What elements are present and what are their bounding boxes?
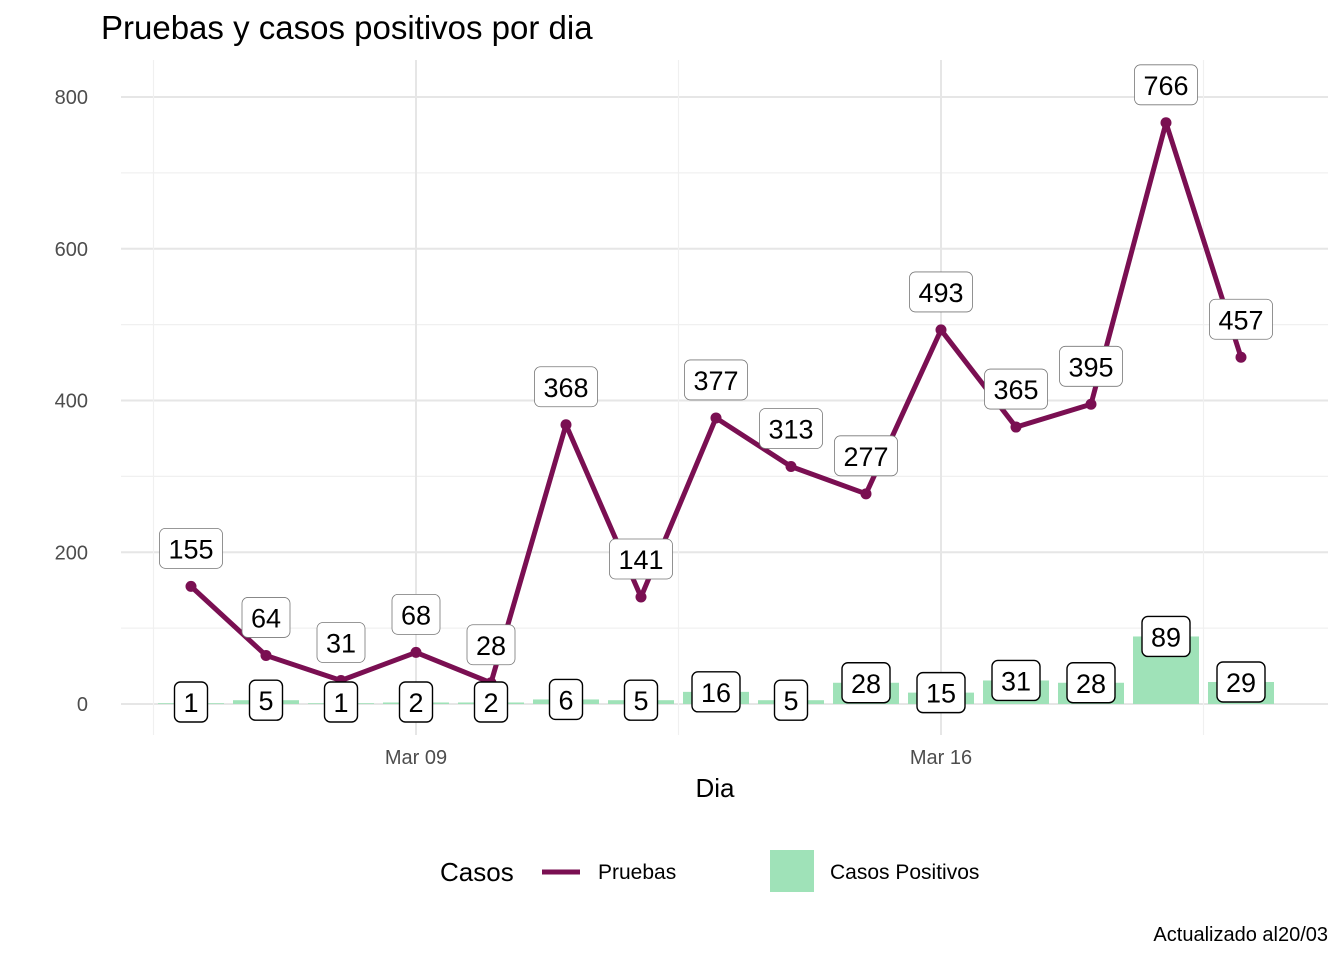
data-label: 6 bbox=[558, 685, 573, 715]
data-label: 64 bbox=[251, 603, 281, 633]
y-axis-ticks: 0 200 400 600 800 bbox=[55, 87, 88, 716]
data-label: 377 bbox=[693, 366, 738, 396]
line-point bbox=[260, 649, 272, 661]
data-label: 5 bbox=[633, 686, 648, 716]
data-label-box bbox=[248, 679, 284, 721]
data-label-box bbox=[241, 597, 291, 638]
y-tick-label: 800 bbox=[55, 87, 88, 109]
data-label-box bbox=[473, 681, 509, 723]
y-tick-label: 0 bbox=[77, 694, 88, 716]
data-label: 31 bbox=[326, 628, 356, 658]
data-label-box bbox=[173, 681, 209, 723]
data-label-box bbox=[1209, 298, 1273, 340]
data-label-box bbox=[834, 435, 898, 477]
line-point bbox=[1010, 421, 1022, 433]
line-point bbox=[635, 591, 647, 603]
data-label-box bbox=[398, 681, 434, 723]
line-point bbox=[935, 324, 947, 336]
line-path bbox=[189, 120, 1244, 686]
line-point bbox=[1160, 117, 1172, 129]
y-tick-label: 200 bbox=[55, 542, 88, 564]
legend: Casos Pruebas Casos Positivos bbox=[440, 850, 979, 892]
data-label-box bbox=[916, 671, 966, 714]
data-label: 313 bbox=[768, 415, 813, 445]
data-label-box bbox=[991, 659, 1041, 702]
data-label-box bbox=[1059, 345, 1123, 387]
data-label-box bbox=[909, 271, 973, 313]
legend-title: Casos bbox=[440, 857, 514, 887]
line-point bbox=[710, 412, 722, 424]
x-tick-label: Mar 16 bbox=[910, 747, 972, 769]
data-label-box bbox=[159, 527, 223, 569]
data-label: 28 bbox=[851, 669, 881, 699]
line-point bbox=[1235, 351, 1247, 363]
data-label-box bbox=[623, 679, 659, 721]
data-label-box bbox=[609, 538, 673, 580]
data-label-box bbox=[323, 681, 359, 723]
data-label-box bbox=[684, 359, 748, 401]
line-point bbox=[785, 461, 797, 473]
y-tick-label: 400 bbox=[55, 391, 88, 413]
line-point bbox=[1085, 398, 1097, 410]
data-label: 5 bbox=[258, 686, 273, 716]
data-label: 766 bbox=[1143, 71, 1188, 101]
data-label-box bbox=[534, 366, 598, 408]
data-label-box bbox=[773, 679, 809, 721]
grid bbox=[121, 60, 1328, 735]
line-series-pruebas bbox=[185, 117, 1247, 689]
data-label-box bbox=[984, 368, 1048, 410]
data-label-box bbox=[1141, 615, 1191, 658]
data-label: 1 bbox=[333, 688, 348, 718]
data-label: 365 bbox=[993, 375, 1038, 405]
line-data-labels: 155 64 31 68 28 368 141 377 313 277 493 365 395 766 45… bbox=[159, 64, 1273, 666]
data-label: 2 bbox=[483, 688, 498, 718]
data-label: 15 bbox=[926, 679, 956, 709]
data-label-box bbox=[1134, 64, 1198, 106]
chart-title: Pruebas y casos positivos por dia bbox=[101, 9, 593, 46]
data-label-box bbox=[466, 624, 516, 666]
data-label-box bbox=[841, 662, 891, 704]
data-label: 28 bbox=[1076, 669, 1106, 699]
x-tick-label: Mar 09 bbox=[385, 747, 447, 769]
data-label: 368 bbox=[543, 373, 588, 403]
x-axis-title: Dia bbox=[695, 773, 735, 803]
line-point bbox=[410, 646, 422, 658]
y-tick-label: 600 bbox=[55, 239, 88, 261]
data-label: 493 bbox=[918, 278, 963, 308]
data-label: 5 bbox=[783, 686, 798, 716]
data-label: 1 bbox=[183, 688, 198, 718]
legend-key-casos-positivos bbox=[770, 850, 814, 892]
data-label: 457 bbox=[1218, 305, 1263, 335]
data-label: 2 bbox=[408, 688, 423, 718]
line-point bbox=[185, 580, 197, 592]
data-label: 89 bbox=[1151, 622, 1181, 652]
data-label: 155 bbox=[168, 534, 213, 564]
data-label: 277 bbox=[843, 442, 888, 472]
line-point bbox=[560, 419, 572, 431]
data-label-box bbox=[1216, 661, 1266, 703]
data-label: 28 bbox=[476, 631, 506, 661]
data-label-box bbox=[391, 594, 441, 635]
legend-label-casos-positivos: Casos Positivos bbox=[830, 861, 979, 884]
data-label: 141 bbox=[618, 545, 663, 575]
legend-label-pruebas: Pruebas bbox=[598, 861, 676, 884]
data-label-box bbox=[548, 678, 584, 721]
data-label-box bbox=[316, 622, 366, 663]
data-label-box bbox=[759, 408, 823, 449]
x-axis-ticks: Mar 09 Mar 16 bbox=[385, 747, 972, 769]
data-label: 29 bbox=[1226, 668, 1256, 698]
data-label: 395 bbox=[1068, 352, 1113, 382]
data-label: 68 bbox=[401, 600, 431, 630]
caption: Actualizado al20/03 bbox=[1153, 924, 1328, 946]
line-point bbox=[860, 488, 872, 500]
data-label-box bbox=[1066, 662, 1116, 704]
data-label: 31 bbox=[1001, 666, 1031, 696]
data-label: 16 bbox=[701, 678, 731, 708]
data-label-box bbox=[691, 671, 741, 713]
